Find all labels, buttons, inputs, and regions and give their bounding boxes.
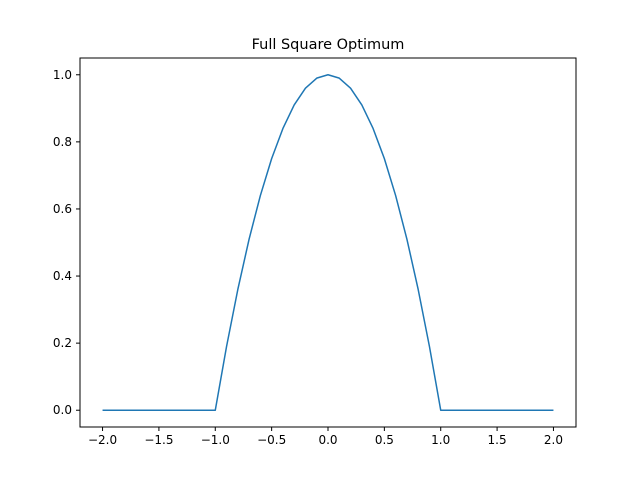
plot-area-frame (79, 57, 577, 428)
x-tick-label: 0.0 (318, 433, 337, 447)
x-tick-label: −1.5 (144, 433, 173, 447)
x-tick-label: −1.0 (201, 433, 230, 447)
y-tick-label: 1.0 (53, 68, 72, 82)
x-tick-label: −0.5 (257, 433, 286, 447)
x-tick-label: −2.0 (88, 433, 117, 447)
series-line-0 (102, 74, 554, 411)
x-tick-label: 0.5 (375, 433, 394, 447)
y-tick-label: 0.8 (53, 135, 72, 149)
series-layer (102, 74, 554, 411)
y-tick-label: 0.4 (53, 269, 72, 283)
x-tick-label: 1.5 (488, 433, 507, 447)
y-axis: 0.0 0.2 0.4 0.6 0.8 1.0 (53, 68, 80, 417)
x-tick-label: 2.0 (544, 433, 563, 447)
y-tick-label: 0.2 (53, 336, 72, 350)
x-axis: −2.0 −1.5 −1.0 −0.5 0.0 0.5 1.0 1.5 2.0 (88, 427, 563, 447)
y-tick-label: 0.6 (53, 202, 72, 216)
chart-title: Full Square Optimum (252, 37, 405, 53)
x-tick-label: 1.0 (431, 433, 450, 447)
y-tick-label: 0.0 (53, 403, 72, 417)
